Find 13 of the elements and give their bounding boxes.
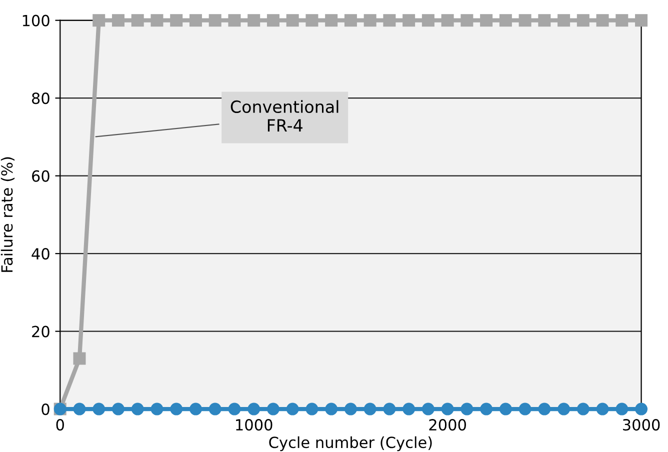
x-tick-label: 1000 [236,419,272,431]
x-axis-title: Cycle number (Cycle) [269,436,432,452]
y-tick-label: 100 [22,14,50,26]
x-tick-label: 0 [56,419,64,431]
x-tick-label: 2000 [429,419,466,431]
y-tick-label: 20 [32,326,50,338]
y-tick-label: 80 [32,92,50,104]
text: Conventional FR-4 [230,100,338,132]
x-tick-label: 3000 [623,419,660,431]
y-tick-label: 40 [32,248,50,260]
y-axis-title: Failure rate (%) [0,157,15,272]
y-tick-label: 60 [32,170,50,182]
y-tick-label: 0 [42,404,50,416]
